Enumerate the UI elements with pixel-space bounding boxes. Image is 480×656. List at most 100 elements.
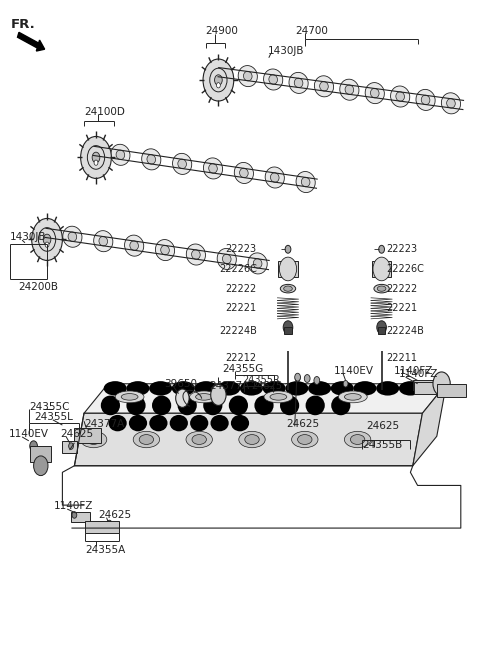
Ellipse shape [126,381,149,396]
Ellipse shape [285,381,308,396]
Ellipse shape [190,415,208,432]
Ellipse shape [156,239,175,260]
Ellipse shape [396,92,405,101]
Ellipse shape [340,79,359,100]
Ellipse shape [116,150,125,159]
Text: 22224B: 22224B [219,326,257,337]
Ellipse shape [203,396,222,415]
Ellipse shape [331,396,350,415]
Ellipse shape [124,235,144,256]
Ellipse shape [345,85,354,94]
Text: 24200B: 24200B [18,281,58,292]
Ellipse shape [172,154,192,174]
Text: 1140FZ: 1140FZ [394,365,433,376]
Ellipse shape [391,86,410,107]
Text: 24355L: 24355L [35,412,73,422]
Text: 24700: 24700 [295,26,328,36]
Ellipse shape [350,434,365,445]
Text: 1430JB: 1430JB [10,232,46,243]
Ellipse shape [115,391,144,403]
Ellipse shape [365,83,384,104]
Circle shape [43,234,51,245]
Bar [378,327,385,334]
Ellipse shape [284,286,292,291]
Text: 22226C: 22226C [386,264,424,274]
Text: 22221: 22221 [386,303,418,314]
Text: 22224B: 22224B [386,326,424,337]
Ellipse shape [231,415,249,432]
Ellipse shape [240,168,248,178]
Ellipse shape [186,244,205,265]
Text: 1140FZ: 1140FZ [398,369,438,379]
Polygon shape [74,413,422,466]
Ellipse shape [270,173,279,182]
Bar [278,261,298,277]
Ellipse shape [296,171,315,193]
Text: 24355B: 24355B [362,440,403,450]
Ellipse shape [345,394,361,400]
Ellipse shape [196,394,213,400]
Circle shape [295,373,300,381]
Ellipse shape [121,394,138,400]
Text: 24100D: 24100D [84,106,125,117]
Circle shape [285,245,291,253]
Text: 24625: 24625 [286,419,319,429]
Ellipse shape [147,155,156,164]
Ellipse shape [248,253,267,274]
Ellipse shape [149,415,168,432]
Ellipse shape [108,415,127,432]
Circle shape [72,512,77,518]
Ellipse shape [289,72,308,93]
Text: 22226C: 22226C [219,264,257,274]
Ellipse shape [217,249,236,270]
Ellipse shape [264,69,283,90]
Ellipse shape [161,245,169,255]
Ellipse shape [376,381,399,396]
Ellipse shape [416,89,435,110]
Ellipse shape [306,396,325,415]
Ellipse shape [152,396,171,415]
Ellipse shape [86,434,101,445]
Circle shape [92,152,100,163]
Text: 1430JB: 1430JB [268,46,304,56]
Ellipse shape [399,381,422,396]
Circle shape [107,520,112,527]
Ellipse shape [314,76,334,97]
Ellipse shape [421,95,430,105]
Ellipse shape [265,167,284,188]
Circle shape [314,377,320,384]
Ellipse shape [192,434,206,445]
Circle shape [30,441,37,451]
Bar [74,428,101,443]
Ellipse shape [211,415,229,432]
Ellipse shape [298,434,312,445]
Ellipse shape [243,72,252,81]
Ellipse shape [149,381,172,396]
Ellipse shape [209,164,217,173]
Bar [71,512,90,522]
Ellipse shape [222,255,231,264]
Ellipse shape [129,415,147,432]
Ellipse shape [130,241,138,251]
Ellipse shape [139,434,154,445]
Bar [372,261,391,277]
Ellipse shape [204,158,223,179]
Circle shape [379,245,384,253]
Ellipse shape [68,232,77,241]
Bar [62,441,77,453]
Ellipse shape [217,381,240,396]
Circle shape [279,257,297,281]
Ellipse shape [194,381,217,396]
Circle shape [176,389,189,407]
Circle shape [216,83,220,88]
Ellipse shape [126,396,145,415]
Circle shape [211,384,226,405]
Circle shape [377,321,386,334]
Ellipse shape [338,391,367,403]
Text: 24355G: 24355G [222,363,263,374]
Ellipse shape [94,231,113,252]
Text: 1140EV: 1140EV [334,365,373,376]
Text: 24355R: 24355R [242,375,280,385]
Text: 24625: 24625 [60,429,93,440]
Text: 24625: 24625 [366,421,399,432]
